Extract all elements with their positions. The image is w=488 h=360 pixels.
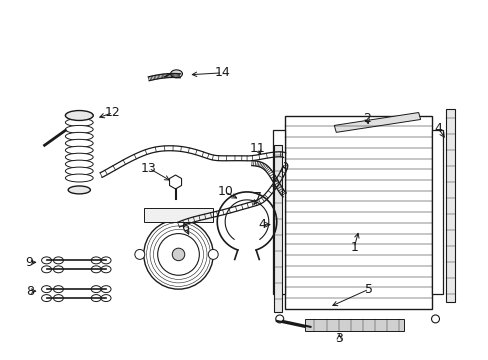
Ellipse shape — [65, 125, 93, 133]
Polygon shape — [304, 319, 403, 331]
Text: 1: 1 — [349, 241, 357, 254]
Polygon shape — [334, 113, 420, 132]
Ellipse shape — [65, 132, 93, 140]
Ellipse shape — [65, 111, 93, 121]
Text: 9: 9 — [26, 256, 34, 269]
Text: 3: 3 — [335, 332, 343, 345]
Ellipse shape — [53, 266, 63, 273]
Polygon shape — [169, 175, 181, 189]
Ellipse shape — [65, 153, 93, 161]
Ellipse shape — [91, 294, 101, 302]
Text: 4: 4 — [257, 218, 265, 231]
Ellipse shape — [41, 286, 51, 293]
Ellipse shape — [65, 139, 93, 147]
Ellipse shape — [65, 167, 93, 175]
Bar — [446, 109, 454, 302]
Text: 8: 8 — [25, 285, 34, 298]
Circle shape — [172, 248, 184, 261]
Circle shape — [275, 315, 283, 323]
Ellipse shape — [41, 294, 51, 302]
Ellipse shape — [101, 294, 111, 302]
Ellipse shape — [68, 186, 90, 194]
Ellipse shape — [53, 286, 63, 293]
Ellipse shape — [101, 257, 111, 264]
Bar — [143, 208, 213, 222]
Text: 10: 10 — [217, 185, 233, 198]
Ellipse shape — [41, 257, 51, 264]
Ellipse shape — [101, 286, 111, 293]
Ellipse shape — [91, 266, 101, 273]
Text: 2: 2 — [363, 112, 370, 125]
Text: 7: 7 — [253, 192, 262, 204]
Circle shape — [431, 315, 439, 323]
Ellipse shape — [101, 266, 111, 273]
Bar — [284, 116, 431, 309]
Ellipse shape — [41, 266, 51, 273]
Bar — [273, 145, 281, 312]
Text: 11: 11 — [249, 142, 265, 155]
Bar — [272, 130, 284, 294]
Bar — [431, 130, 443, 294]
Ellipse shape — [65, 146, 93, 154]
Ellipse shape — [91, 286, 101, 293]
Ellipse shape — [91, 257, 101, 264]
Ellipse shape — [65, 118, 93, 126]
Text: 4: 4 — [434, 122, 442, 135]
Text: 13: 13 — [141, 162, 156, 175]
Ellipse shape — [53, 257, 63, 264]
Ellipse shape — [65, 174, 93, 182]
Ellipse shape — [65, 112, 93, 120]
Text: 12: 12 — [105, 106, 121, 119]
Text: 6: 6 — [181, 221, 189, 234]
Text: 14: 14 — [214, 66, 229, 79]
Circle shape — [208, 249, 218, 260]
Ellipse shape — [53, 294, 63, 302]
Ellipse shape — [170, 70, 182, 78]
Circle shape — [135, 249, 144, 260]
Text: 5: 5 — [364, 283, 372, 296]
Ellipse shape — [65, 160, 93, 168]
